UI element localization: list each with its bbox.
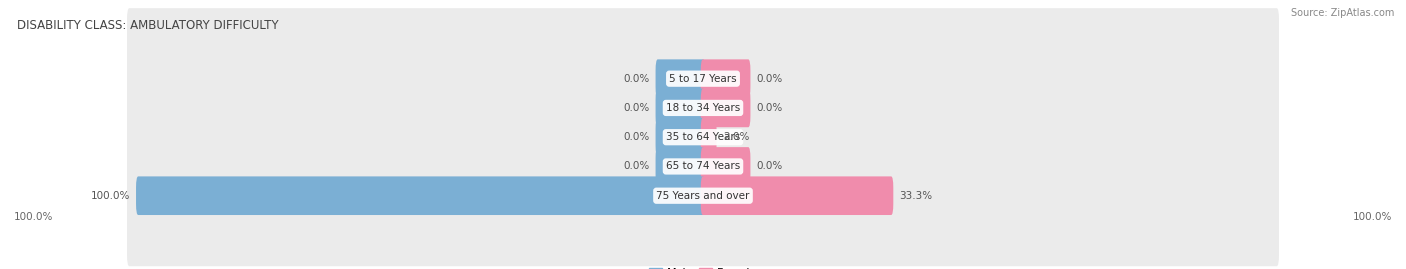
FancyBboxPatch shape — [127, 67, 1279, 208]
Text: 0.0%: 0.0% — [756, 74, 783, 84]
FancyBboxPatch shape — [700, 89, 751, 127]
Text: 33.3%: 33.3% — [900, 191, 932, 201]
FancyBboxPatch shape — [127, 37, 1279, 178]
Text: 0.0%: 0.0% — [623, 132, 650, 142]
FancyBboxPatch shape — [655, 89, 706, 127]
Text: 2.0%: 2.0% — [723, 132, 749, 142]
Text: 0.0%: 0.0% — [756, 103, 783, 113]
FancyBboxPatch shape — [136, 176, 706, 215]
Text: 0.0%: 0.0% — [623, 161, 650, 171]
Text: 35 to 64 Years: 35 to 64 Years — [666, 132, 740, 142]
Text: 100.0%: 100.0% — [90, 191, 129, 201]
FancyBboxPatch shape — [127, 8, 1279, 149]
Text: 75 Years and over: 75 Years and over — [657, 191, 749, 201]
FancyBboxPatch shape — [700, 147, 751, 186]
Text: 100.0%: 100.0% — [1353, 212, 1392, 222]
Text: DISABILITY CLASS: AMBULATORY DIFFICULTY: DISABILITY CLASS: AMBULATORY DIFFICULTY — [17, 19, 278, 32]
FancyBboxPatch shape — [655, 118, 706, 157]
Text: 0.0%: 0.0% — [623, 103, 650, 113]
FancyBboxPatch shape — [127, 125, 1279, 266]
FancyBboxPatch shape — [700, 176, 893, 215]
Text: 5 to 17 Years: 5 to 17 Years — [669, 74, 737, 84]
FancyBboxPatch shape — [700, 118, 717, 157]
FancyBboxPatch shape — [700, 59, 751, 98]
Text: 0.0%: 0.0% — [756, 161, 783, 171]
Text: 18 to 34 Years: 18 to 34 Years — [666, 103, 740, 113]
Text: 0.0%: 0.0% — [623, 74, 650, 84]
Text: Source: ZipAtlas.com: Source: ZipAtlas.com — [1291, 8, 1395, 18]
Text: 65 to 74 Years: 65 to 74 Years — [666, 161, 740, 171]
FancyBboxPatch shape — [127, 96, 1279, 237]
FancyBboxPatch shape — [655, 147, 706, 186]
Text: 100.0%: 100.0% — [14, 212, 53, 222]
Legend: Male, Female: Male, Female — [650, 268, 756, 269]
FancyBboxPatch shape — [655, 59, 706, 98]
